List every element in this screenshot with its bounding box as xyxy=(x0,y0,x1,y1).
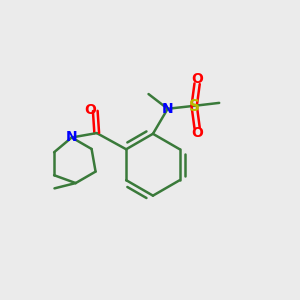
Text: O: O xyxy=(191,126,203,140)
Text: S: S xyxy=(189,99,200,114)
Text: O: O xyxy=(191,72,203,86)
Text: N: N xyxy=(66,130,77,144)
Text: O: O xyxy=(84,103,96,116)
Text: N: N xyxy=(161,102,173,116)
